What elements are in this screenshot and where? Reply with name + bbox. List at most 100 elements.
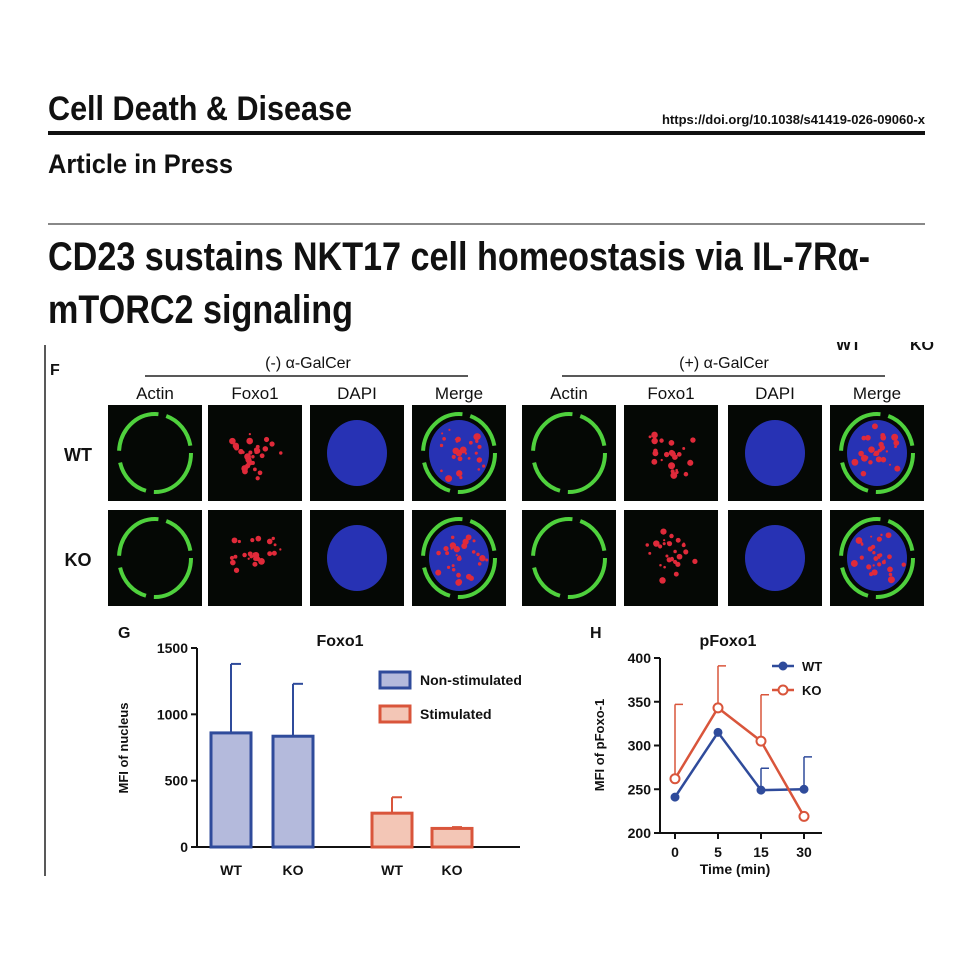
legend-label: KO [802, 683, 822, 698]
actin-ring [839, 412, 915, 494]
foxo1-spot [453, 546, 460, 553]
foxo1-spot [246, 437, 253, 445]
journal-name: Cell Death & Disease [48, 90, 352, 128]
micrograph [522, 510, 616, 606]
x-tick-label: WT [220, 862, 242, 878]
foxo1-spot [477, 444, 482, 449]
bar [271, 734, 315, 849]
foxo1-spot [878, 441, 884, 448]
foxo1-spot [246, 459, 253, 466]
nucleus [745, 420, 805, 486]
foxo1-spot [670, 556, 674, 560]
foxo1-spot [860, 542, 864, 546]
actin-ring [421, 412, 497, 494]
foxo1-spot [279, 451, 283, 455]
foxo1-spot [468, 440, 473, 445]
foxo1-spot [476, 457, 483, 463]
row-label: WT [64, 445, 92, 465]
foxo1-spot [248, 450, 253, 455]
foxo1-spot [233, 567, 240, 573]
foxo1-spot [659, 577, 666, 584]
foxo1-spot [439, 443, 444, 448]
micrograph [108, 510, 202, 606]
foxo1-spot [252, 561, 258, 567]
foxo1-spot [279, 548, 282, 551]
foxo1-spot [880, 456, 887, 463]
foxo1-spot [668, 439, 675, 446]
foxo1-spot [446, 565, 451, 569]
foxo1-spot [682, 542, 686, 546]
foxo1-spot [233, 554, 238, 559]
bar [209, 731, 253, 849]
chart-title: Foxo1 [316, 633, 363, 650]
y-tick-label: 1000 [157, 706, 188, 722]
foxo1-spot [648, 435, 652, 439]
foxo1-spot [448, 428, 451, 431]
foxo1-spot [653, 540, 660, 547]
foxo1-spot [877, 562, 882, 567]
foxo1-spot [660, 458, 663, 462]
foxo1-spot [229, 555, 235, 560]
foxo1-spot [887, 576, 895, 584]
foxo1-spot [459, 476, 463, 480]
foxo1-spot [259, 453, 265, 459]
foxo1-spot [477, 468, 481, 471]
foxo1-spot [887, 566, 893, 573]
foxo1-spot [880, 434, 887, 441]
foxo1-spot [855, 537, 863, 544]
actin-ring [531, 412, 607, 494]
foxo1-spot [866, 564, 872, 570]
bar [370, 811, 414, 849]
foxo1-spot [248, 433, 251, 436]
chart-title: pFoxo1 [700, 633, 757, 650]
foxo1-spot [858, 450, 864, 457]
foxo1-spot [442, 436, 446, 441]
foxo1-spot [659, 564, 662, 567]
foxo1-spot [471, 550, 476, 554]
panel-label: H [590, 625, 602, 642]
x-tick-label: 0 [671, 844, 679, 860]
foxo1-spot [271, 550, 277, 556]
y-tick-label: 400 [628, 650, 652, 666]
foxo1-spot [885, 532, 892, 539]
foxo1-spot [255, 552, 258, 555]
foxo1-spot [676, 452, 682, 457]
foxo1-spot [870, 544, 876, 550]
foxo1-spot [456, 572, 461, 578]
y-tick-label: 300 [628, 738, 652, 754]
x-tick-label: 15 [753, 844, 769, 860]
foxo1-spot [254, 447, 261, 454]
foxo1-spot [660, 528, 667, 535]
foxo1-spot [651, 431, 658, 439]
foxo1-spot [455, 554, 458, 557]
channel-label: Merge [435, 384, 483, 403]
foxo1-spot [451, 454, 456, 459]
channel-label: DAPI [755, 384, 795, 403]
legend-swatch [378, 670, 412, 690]
marker [755, 735, 767, 747]
foxo1-spot [266, 538, 273, 545]
foxo1-spot [462, 538, 469, 545]
foxo1-spot [879, 448, 883, 452]
marker [799, 784, 809, 794]
foxo1-spot [865, 456, 869, 459]
x-tick-label: WT [381, 862, 403, 878]
foxo1-spot [871, 423, 878, 430]
foxo1-spot [667, 541, 673, 547]
foxo1-spot [870, 535, 873, 538]
foxo1-spot [449, 542, 457, 549]
article-title: CD23 sustains NKT17 cell homeostasis via… [48, 235, 870, 279]
actin-ring [421, 517, 497, 599]
doi: https://doi.org/10.1038/s41419-026-09060… [662, 112, 926, 127]
foxo1-spot [263, 436, 270, 443]
foxo1-spot [457, 456, 463, 462]
foxo1-spot [851, 459, 857, 464]
series-line [673, 730, 805, 798]
foxo1-spot [443, 545, 449, 552]
actin-ring [117, 412, 193, 494]
marker [798, 810, 810, 822]
foxo1-spot [901, 562, 906, 567]
foxo1-spot [666, 557, 672, 563]
foxo1-spot [671, 450, 676, 455]
